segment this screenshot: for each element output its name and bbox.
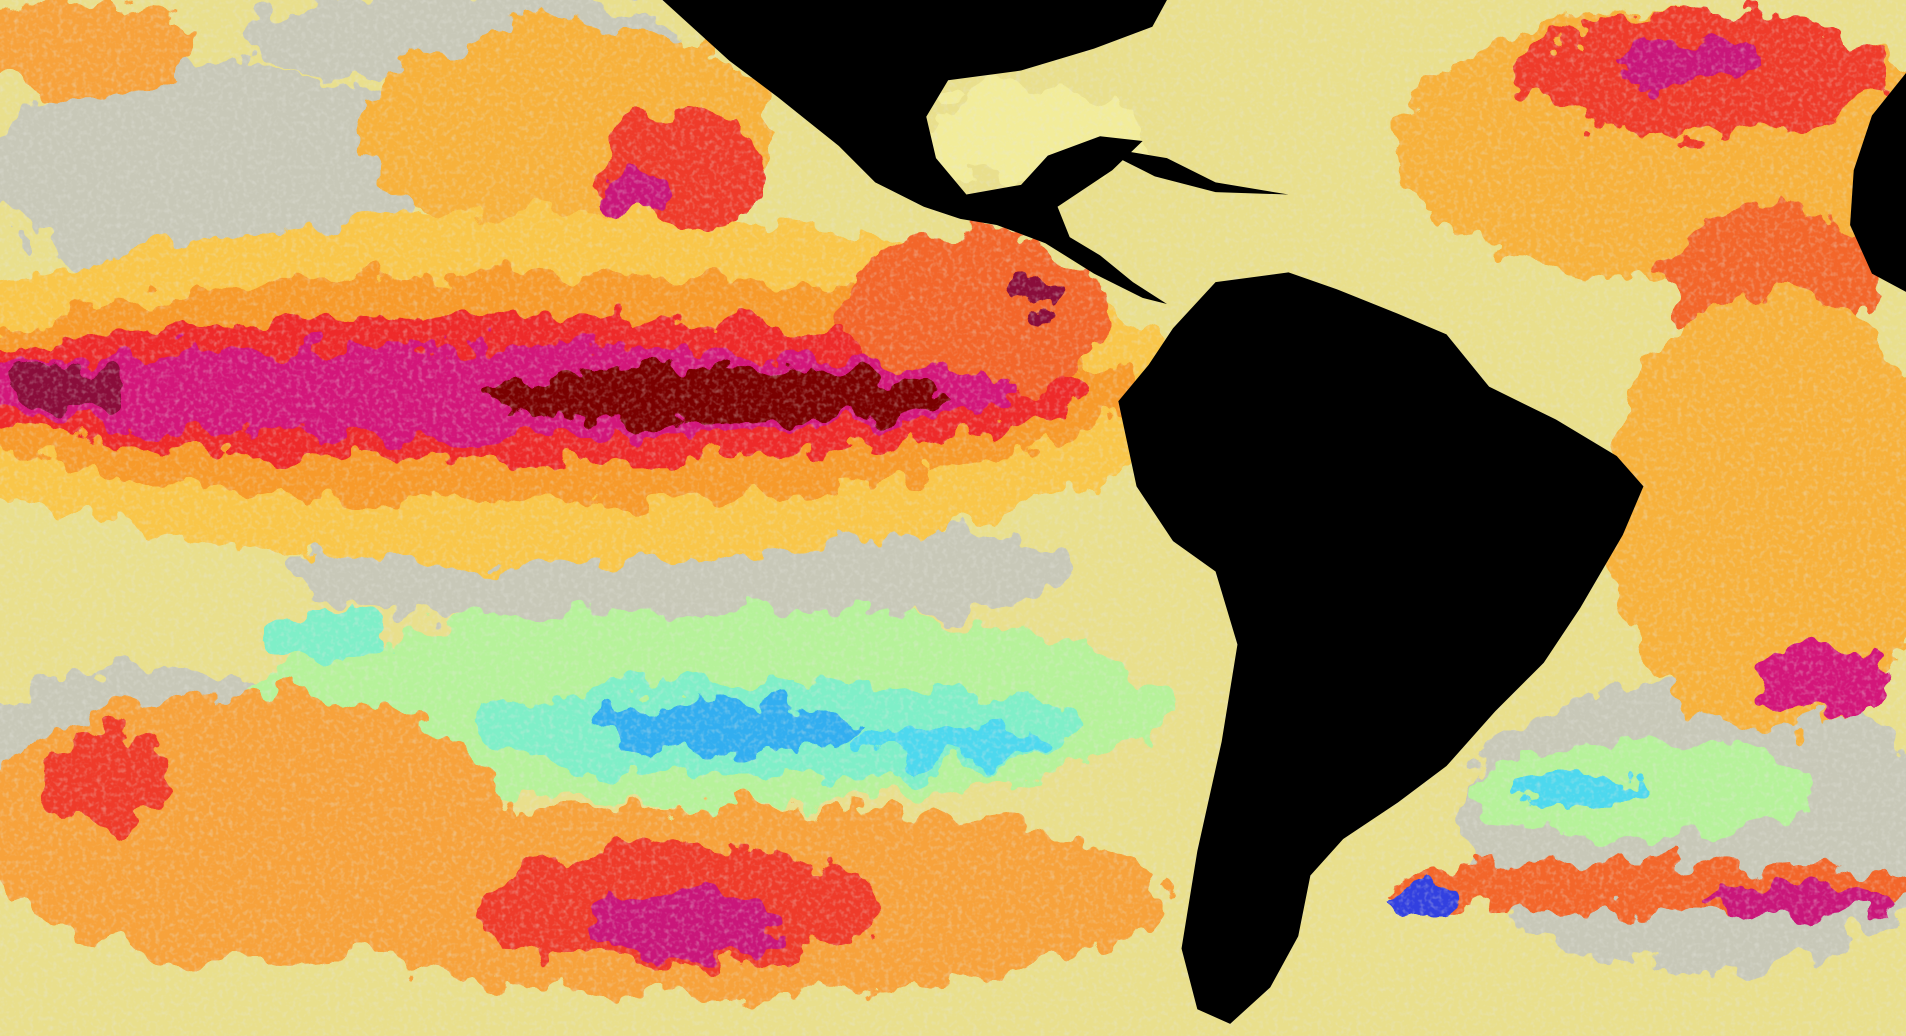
cuba <box>1094 145 1289 195</box>
south-america <box>1118 272 1644 1024</box>
north-america <box>662 0 1167 304</box>
africa <box>1850 72 1906 292</box>
land <box>662 0 1906 1024</box>
